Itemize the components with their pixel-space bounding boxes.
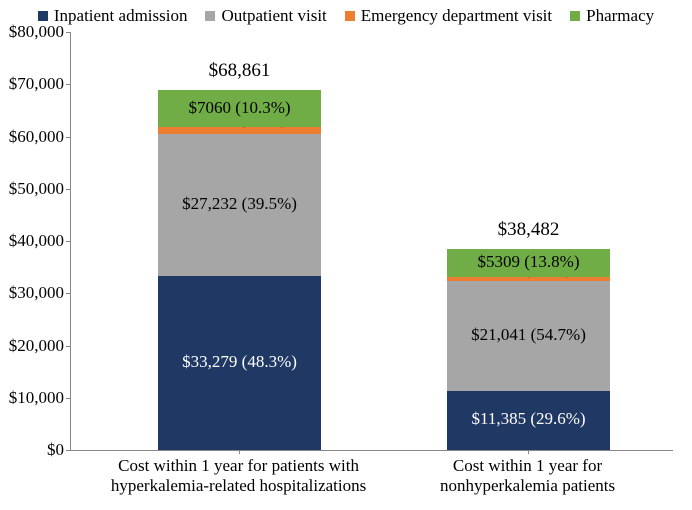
legend-swatch	[38, 11, 48, 21]
bar-total-label: $38,482	[447, 219, 610, 241]
segment-label: $5309 (13.8%)	[447, 252, 610, 272]
legend-swatch	[345, 11, 355, 21]
y-tick-mark	[66, 32, 70, 33]
y-tick-label: $50,000	[0, 179, 64, 199]
legend-label: Outpatient visit	[221, 6, 326, 26]
segment-label: $7060 (10.3%)	[158, 98, 321, 118]
segment-label: $33,279 (48.3%)	[158, 352, 321, 372]
x-tick-mark	[239, 450, 240, 454]
legend: Inpatient admission Outpatient visit Emerg…	[0, 6, 692, 26]
y-tick-mark	[66, 398, 70, 399]
plot-area: $68,861$33,279 (48.3%)$27,232 (39.5%)$12…	[70, 32, 673, 451]
y-tick-label: $30,000	[0, 283, 64, 303]
y-tick-mark	[66, 189, 70, 190]
legend-item: Outpatient visit	[205, 6, 326, 26]
legend-swatch	[570, 11, 580, 21]
y-tick-label: $40,000	[0, 231, 64, 251]
bar-group: $38,482$11,385 (29.6%)$21,041 (54.7%)$74…	[447, 249, 610, 450]
bar-total-label: $68,861	[158, 60, 321, 82]
category-label: Cost within 1 year fornonhyperkalemia pa…	[377, 456, 678, 495]
stacked-bar-chart: Inpatient admission Outpatient visit Emerg…	[0, 0, 692, 510]
x-tick-mark	[528, 450, 529, 454]
bar-group: $68,861$33,279 (48.3%)$27,232 (39.5%)$12…	[158, 90, 321, 450]
y-tick-mark	[66, 137, 70, 138]
y-tick-mark	[66, 241, 70, 242]
y-tick-mark	[66, 346, 70, 347]
legend-item: Pharmacy	[570, 6, 654, 26]
y-tick-mark	[66, 450, 70, 451]
legend-label: Emergency department visit	[361, 6, 552, 26]
segment-label: $21,041 (54.7%)	[447, 325, 610, 345]
y-tick-label: $60,000	[0, 127, 64, 147]
category-label: Cost within 1 year for patients withhype…	[88, 456, 389, 495]
y-tick-mark	[66, 84, 70, 85]
legend-label: Pharmacy	[586, 6, 654, 26]
legend-label: Inpatient admission	[54, 6, 188, 26]
y-tick-label: $70,000	[0, 74, 64, 94]
y-tick-label: $0	[0, 440, 64, 460]
y-tick-label: $20,000	[0, 336, 64, 356]
y-tick-label: $10,000	[0, 388, 64, 408]
legend-swatch	[205, 11, 215, 21]
segment-label: $27,232 (39.5%)	[158, 194, 321, 214]
y-tick-label: $80,000	[0, 22, 64, 42]
legend-item: Emergency department visit	[345, 6, 552, 26]
segment-label: $11,385 (29.6%)	[447, 409, 610, 429]
y-tick-mark	[66, 293, 70, 294]
